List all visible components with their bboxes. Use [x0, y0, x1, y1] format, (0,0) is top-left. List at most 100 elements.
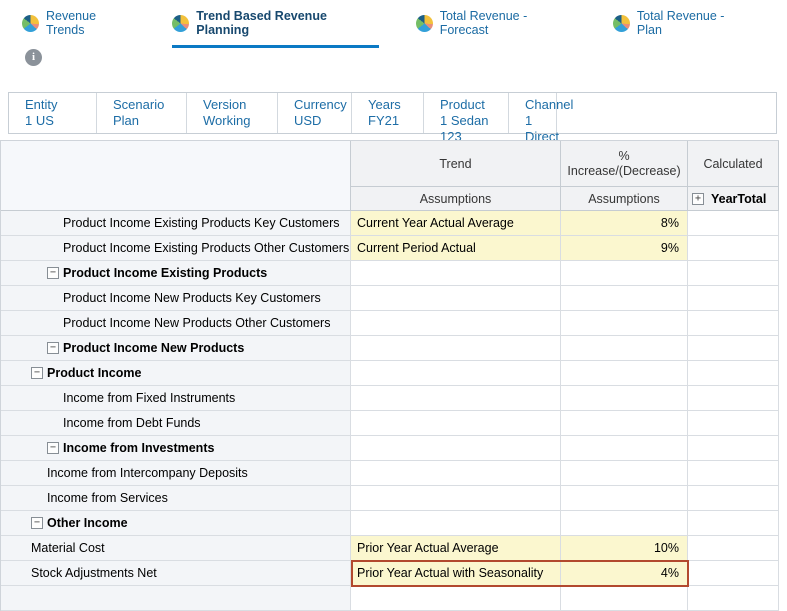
- pct-assumption-cell[interactable]: [561, 511, 688, 536]
- table-row: Product Income New Products Other Custom…: [1, 311, 779, 336]
- pct-assumption-cell[interactable]: 8%: [561, 211, 688, 236]
- trend-assumption-cell[interactable]: Prior Year Actual Average: [351, 536, 561, 561]
- pct-assumption-cell[interactable]: [561, 411, 688, 436]
- collapse-icon[interactable]: −: [47, 342, 59, 354]
- pct-assumption-cell[interactable]: [561, 486, 688, 511]
- trend-assumption-cell[interactable]: [351, 511, 561, 536]
- row-header-cell[interactable]: − Product Income Existing Products: [1, 261, 351, 286]
- yeartotal-value-cell[interactable]: [688, 386, 779, 411]
- pov-item-version[interactable]: Version Working: [187, 93, 278, 133]
- yeartotal-value-cell[interactable]: [688, 361, 779, 386]
- yeartotal-value-cell[interactable]: [688, 536, 779, 561]
- collapse-icon[interactable]: −: [47, 442, 59, 454]
- pov-dimension-label: Currency: [294, 97, 347, 112]
- tab-trend-based-revenue-planning[interactable]: Trend Based Revenue Planning: [172, 9, 379, 48]
- row-header-cell[interactable]: Product Income New Products Other Custom…: [1, 311, 351, 336]
- yeartotal-value-cell[interactable]: [688, 436, 779, 461]
- tab-total-revenue-forecast[interactable]: Total Revenue - Forecast: [415, 9, 576, 48]
- trend-assumption-cell[interactable]: [351, 386, 561, 411]
- tab-revenue-trends[interactable]: Revenue Trends: [22, 9, 135, 48]
- pct-assumption-cell[interactable]: 10%: [561, 536, 688, 561]
- pct-assumption-cell[interactable]: [561, 261, 688, 286]
- row-header-cell[interactable]: − Income from Investments: [1, 436, 351, 461]
- pct-assumption-cell[interactable]: [561, 311, 688, 336]
- yeartotal-value-cell[interactable]: [688, 486, 779, 511]
- yeartotal-value-cell[interactable]: [688, 336, 779, 361]
- pov-item-scenario[interactable]: Scenario Plan: [97, 93, 187, 133]
- row-header-cell[interactable]: Product Income Existing Products Key Cus…: [1, 211, 351, 236]
- tab-total-revenue-plan[interactable]: Total Revenue - Plan: [612, 9, 750, 48]
- collapse-icon[interactable]: −: [31, 517, 43, 529]
- trend-assumption-cell[interactable]: Current Year Actual Average: [351, 211, 561, 236]
- trend-assumption-cell[interactable]: [351, 411, 561, 436]
- row-label: Income from Fixed Instruments: [63, 391, 236, 405]
- yeartotal-value-cell[interactable]: [688, 261, 779, 286]
- pct-assumption-cell[interactable]: [561, 361, 688, 386]
- pov-item-channel[interactable]: Channel 1 Direct: [509, 93, 573, 144]
- trend-assumption-cell[interactable]: [351, 261, 561, 286]
- column-header-calculated[interactable]: Calculated: [688, 141, 779, 187]
- table-row: Income from Debt Funds: [1, 411, 779, 436]
- trend-assumption-cell[interactable]: [351, 486, 561, 511]
- row-header-cell[interactable]: Income from Fixed Instruments: [1, 386, 351, 411]
- row-label: Material Cost: [31, 541, 105, 555]
- pct-assumption-cell[interactable]: [561, 286, 688, 311]
- collapse-icon[interactable]: −: [31, 367, 43, 379]
- trend-assumption-cell[interactable]: [351, 461, 561, 486]
- yeartotal-value-cell[interactable]: [688, 561, 779, 586]
- pov-item-years[interactable]: Years FY21: [352, 93, 424, 133]
- collapse-icon[interactable]: −: [47, 267, 59, 279]
- pct-assumption-cell[interactable]: [561, 386, 688, 411]
- yeartotal-value-cell[interactable]: [688, 411, 779, 436]
- pct-assumption-cell[interactable]: 9%: [561, 236, 688, 261]
- tab-bar: Revenue Trends Trend Based Revenue Planni…: [0, 0, 787, 48]
- yeartotal-value-cell[interactable]: [688, 236, 779, 261]
- row-header-cell[interactable]: Income from Debt Funds: [1, 411, 351, 436]
- table-row: Income from Fixed Instruments: [1, 386, 779, 411]
- pov-item-entity[interactable]: Entity 1 US: [9, 93, 97, 133]
- row-header-cell[interactable]: − Product Income New Products: [1, 336, 351, 361]
- trend-assumption-value: Current Year Actual Average: [357, 216, 514, 230]
- row-header-cell[interactable]: Product Income Existing Products Other C…: [1, 236, 351, 261]
- pct-assumption-cell[interactable]: 4%: [561, 561, 688, 586]
- trend-assumption-cell[interactable]: [351, 286, 561, 311]
- table-row: − Product Income: [1, 361, 779, 386]
- row-header-cell[interactable]: Product Income New Products Key Customer…: [1, 286, 351, 311]
- column-header-trend[interactable]: Trend: [351, 141, 561, 187]
- yeartotal-value-cell[interactable]: [688, 461, 779, 486]
- trend-assumption-cell[interactable]: Prior Year Actual with Seasonality: [351, 561, 561, 586]
- trend-assumption-cell[interactable]: [351, 436, 561, 461]
- pct-assumption-cell[interactable]: [561, 336, 688, 361]
- trend-assumption-value: Prior Year Actual Average: [357, 541, 499, 555]
- info-icon[interactable]: i: [25, 49, 42, 66]
- trend-assumption-cell[interactable]: [351, 361, 561, 386]
- yeartotal-value-cell[interactable]: [688, 511, 779, 536]
- table-row: − Product Income Existing Products: [1, 261, 779, 286]
- row-header-cell[interactable]: − Other Income: [1, 511, 351, 536]
- subheader-yeartotal[interactable]: + YearTotal: [688, 187, 779, 211]
- pov-item-currency[interactable]: Currency USD: [278, 93, 352, 133]
- yeartotal-value-cell[interactable]: [688, 286, 779, 311]
- tab-label: Total Revenue - Plan: [636, 9, 725, 37]
- subheader-pct-assumptions[interactable]: Assumptions: [561, 187, 688, 211]
- table-row: Product Income Existing Products Other C…: [1, 236, 779, 261]
- expand-icon[interactable]: +: [692, 192, 704, 205]
- yeartotal-value-cell[interactable]: [688, 311, 779, 336]
- row-header-cell[interactable]: Stock Adjustments Net: [1, 561, 351, 586]
- trend-assumption-cell[interactable]: [351, 311, 561, 336]
- yeartotal-value-cell[interactable]: [688, 211, 779, 236]
- subheader-trend-assumptions[interactable]: Assumptions: [351, 187, 561, 211]
- pct-assumption-cell[interactable]: [561, 436, 688, 461]
- trend-assumption-cell[interactable]: Current Period Actual: [351, 236, 561, 261]
- pov-empty-space: [557, 93, 776, 133]
- row-header-cell[interactable]: Income from Services: [1, 486, 351, 511]
- row-header-cell[interactable]: Income from Intercompany Deposits: [1, 461, 351, 486]
- row-header-cell[interactable]: − Product Income: [1, 361, 351, 386]
- pov-item-product[interactable]: Product 1 Sedan 123: [424, 93, 509, 144]
- row-label: Income from Intercompany Deposits: [47, 466, 248, 480]
- column-header-pct-increase-decrease[interactable]: % Increase/(Decrease): [561, 141, 688, 187]
- row-header-cell[interactable]: Material Cost: [1, 536, 351, 561]
- trend-assumption-cell[interactable]: [351, 336, 561, 361]
- pct-assumption-cell[interactable]: [561, 461, 688, 486]
- pov-dimension-label: Version: [203, 97, 247, 112]
